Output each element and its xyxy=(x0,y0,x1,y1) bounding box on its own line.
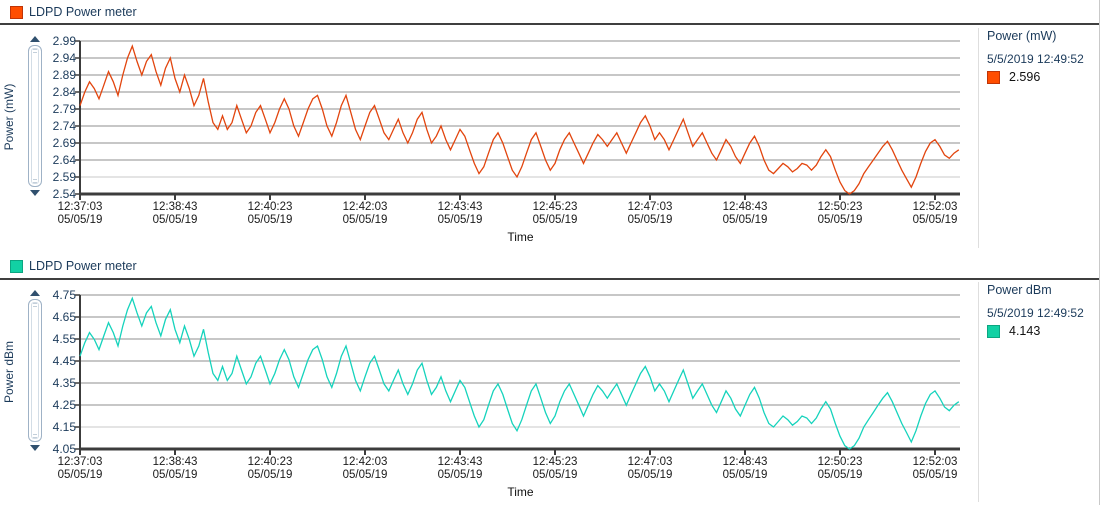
panel-title: Power dBm xyxy=(987,283,1052,297)
x-tick-label: 12:52:03 05/05/19 xyxy=(912,201,958,226)
panel-separator xyxy=(978,28,979,248)
x-tick-label: 12:47:03 05/05/19 xyxy=(627,456,673,481)
y-tick-label: 4.35 xyxy=(52,376,76,390)
current-value: 4.143 xyxy=(1009,324,1041,338)
y-tick-label: 4.15 xyxy=(52,420,76,434)
scrollbar-thumb[interactable] xyxy=(28,299,42,442)
y-tick-label: 4.65 xyxy=(52,310,76,324)
y-tick-label: 2.84 xyxy=(52,85,76,99)
x-tick-label: 12:43:43 05/05/19 xyxy=(437,456,483,481)
scroll-up-icon[interactable] xyxy=(30,36,40,42)
y-tick-label: 2.59 xyxy=(52,170,76,184)
y-tick-label: 2.89 xyxy=(52,68,76,82)
section-divider xyxy=(0,23,1099,25)
signal-legend-dbm[interactable]: LDPD Power meter xyxy=(10,258,137,274)
scroll-down-icon[interactable] xyxy=(30,445,40,451)
x-tick-label: 12:50:23 05/05/19 xyxy=(817,456,863,481)
series-color-swatch xyxy=(10,5,23,19)
y-axis-scrollbar[interactable] xyxy=(27,36,43,196)
y-axis-scrollbar[interactable] xyxy=(27,290,43,451)
x-axis-title: Time xyxy=(507,485,534,499)
x-axis-title: Time xyxy=(507,230,534,244)
x-tick-label: 12:42:03 05/05/19 xyxy=(342,456,388,481)
x-tick-label: 12:38:43 05/05/19 xyxy=(152,201,198,226)
y-tick-label: 4.45 xyxy=(52,354,76,368)
value-color-swatch xyxy=(987,324,1000,338)
thumb-grip xyxy=(33,434,37,438)
power-mw-chart-plot[interactable] xyxy=(75,40,961,202)
chart-section-dbm: LDPD Power meter Power dBm 4.75 4.65 4.55 4… xyxy=(0,254,1099,505)
scroll-down-icon[interactable] xyxy=(30,190,40,196)
thumb-grip xyxy=(33,179,37,183)
panel-title: Power (mW) xyxy=(987,29,1057,43)
x-tick-label: 12:50:23 05/05/19 xyxy=(817,201,863,226)
section-divider xyxy=(0,278,1099,280)
panel-current-value-row: 4.143 xyxy=(987,324,1097,338)
legend-panel-dbm: Power dBm 5/5/2019 12:49:52 4.143 xyxy=(987,283,1097,338)
y-tick-label: 4.05 xyxy=(52,442,76,456)
x-tick-label: 12:40:23 05/05/19 xyxy=(247,201,293,226)
panel-timestamp: 5/5/2019 12:49:52 xyxy=(987,52,1084,66)
scroll-up-icon[interactable] xyxy=(30,290,40,296)
current-value: 2.596 xyxy=(1009,70,1041,84)
y-tick-label: 2.64 xyxy=(52,153,76,167)
y-tick-label: 2.79 xyxy=(52,102,76,116)
y-axis-title: Power dBm xyxy=(2,340,16,404)
x-tick-label: 12:40:23 05/05/19 xyxy=(247,456,293,481)
thumb-grip xyxy=(33,303,37,307)
thumb-grip xyxy=(33,49,37,53)
y-tick-label: 2.94 xyxy=(52,51,76,65)
panel-current-value-row: 2.596 xyxy=(987,70,1097,84)
x-tick-label: 12:37:03 05/05/19 xyxy=(57,201,103,226)
signal-trace xyxy=(79,296,960,450)
x-tick-label: 12:38:43 05/05/19 xyxy=(152,456,198,481)
x-tick-label: 12:48:43 05/05/19 xyxy=(722,201,768,226)
series-color-swatch xyxy=(10,259,23,273)
chart-section-mw: LDPD Power meter Power (mW) 2.99 2.94 2.89… xyxy=(0,4,1099,248)
x-tick-label: 12:37:03 05/05/19 xyxy=(57,456,103,481)
y-tick-label: 2.54 xyxy=(52,187,76,201)
y-tick-label: 2.74 xyxy=(52,119,76,133)
x-tick-label: 12:47:03 05/05/19 xyxy=(627,201,673,226)
scrollbar-thumb[interactable] xyxy=(28,45,42,187)
power-dbm-chart-plot[interactable] xyxy=(75,294,961,457)
x-tick-label: 12:45:23 05/05/19 xyxy=(532,456,578,481)
y-tick-label: 2.69 xyxy=(52,136,76,150)
x-tick-label: 12:45:23 05/05/19 xyxy=(532,201,578,226)
y-tick-label: 4.25 xyxy=(52,398,76,412)
signal-trace xyxy=(79,44,960,195)
series-name-label: LDPD Power meter xyxy=(29,259,137,273)
value-color-swatch xyxy=(987,70,1000,84)
y-tick-label: 4.75 xyxy=(52,288,76,302)
x-tick-label: 12:43:43 05/05/19 xyxy=(437,201,483,226)
y-axis-title: Power (mW) xyxy=(2,83,16,151)
x-tick-label: 12:48:43 05/05/19 xyxy=(722,456,768,481)
scrollbar-track[interactable] xyxy=(28,45,42,187)
panel-separator xyxy=(978,282,979,502)
scrollbar-track[interactable] xyxy=(28,299,42,442)
x-tick-label: 12:42:03 05/05/19 xyxy=(342,201,388,226)
legend-panel-mw: Power (mW) 5/5/2019 12:49:52 2.596 xyxy=(987,29,1097,84)
panel-timestamp: 5/5/2019 12:49:52 xyxy=(987,306,1084,320)
signal-legend-mw[interactable]: LDPD Power meter xyxy=(10,4,137,20)
y-tick-label: 2.99 xyxy=(52,34,76,48)
series-name-label: LDPD Power meter xyxy=(29,5,137,19)
x-tick-label: 12:52:03 05/05/19 xyxy=(912,456,958,481)
y-tick-label: 4.55 xyxy=(52,332,76,346)
